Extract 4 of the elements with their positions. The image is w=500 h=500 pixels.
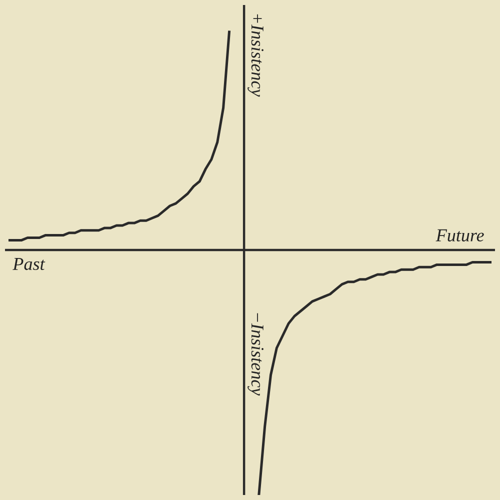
annotation: +Insistency (248, 14, 264, 97)
annotation: −Insistency (248, 313, 264, 396)
annotation: Future (436, 229, 484, 242)
annotation: Past (12, 258, 46, 270)
